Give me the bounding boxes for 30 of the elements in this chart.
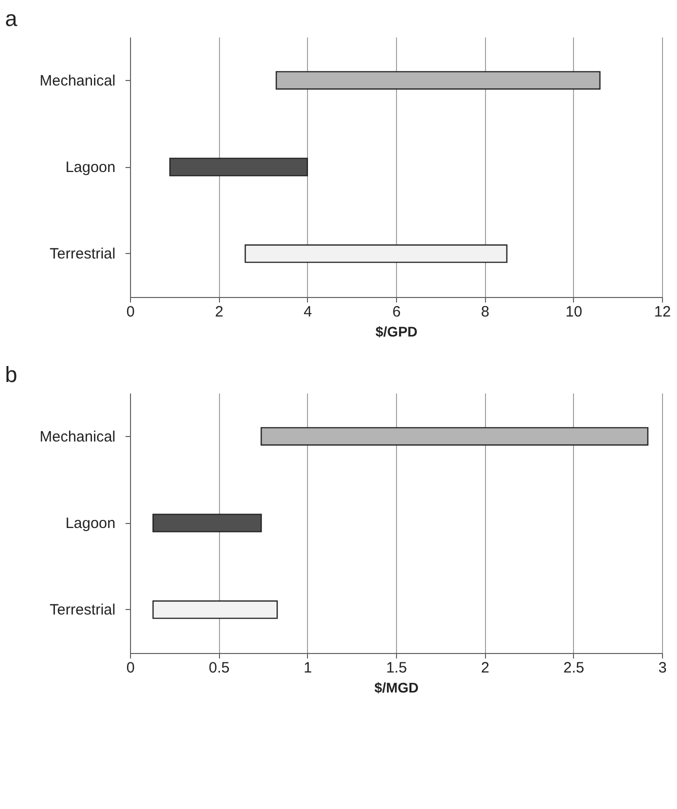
y-tick-label: Mechanical: [40, 428, 116, 446]
x-tick-label: 3: [658, 660, 667, 676]
x-tick-label: 1: [304, 660, 312, 676]
x-tick-label: 2: [214, 304, 224, 320]
bar: [152, 600, 278, 619]
x-axis-title: $/GPD: [375, 324, 418, 340]
x-tick-label: 6: [392, 304, 401, 320]
bar: [169, 158, 308, 176]
y-tick-label: Lagoon: [65, 515, 116, 532]
x-tick-label: 2: [480, 660, 490, 676]
x-axis-title: $/MGD: [374, 680, 419, 696]
chart-title: b: [5, 362, 18, 387]
x-tick-label: 4: [304, 304, 312, 320]
x-tick-label: 10: [565, 304, 582, 320]
x-tick-label: 2.5: [563, 660, 584, 676]
x-tick-label: 0: [126, 304, 135, 320]
x-tick-label: 1.5: [386, 660, 407, 676]
bar: [260, 427, 648, 446]
y-tick-label: Mechanical: [40, 72, 116, 90]
bar: [276, 71, 601, 90]
y-tick-label: Lagoon: [65, 159, 116, 176]
x-tick-label: 0: [126, 660, 135, 676]
y-tick-label: Terrestrial: [50, 246, 116, 263]
chart-title: a: [5, 6, 18, 31]
x-tick-label: 12: [654, 304, 671, 320]
bar: [244, 244, 508, 263]
x-tick-label: 0.5: [208, 660, 230, 676]
y-tick-label: Terrestrial: [50, 602, 116, 619]
bar: [152, 514, 262, 532]
x-tick-label: 8: [480, 304, 490, 320]
